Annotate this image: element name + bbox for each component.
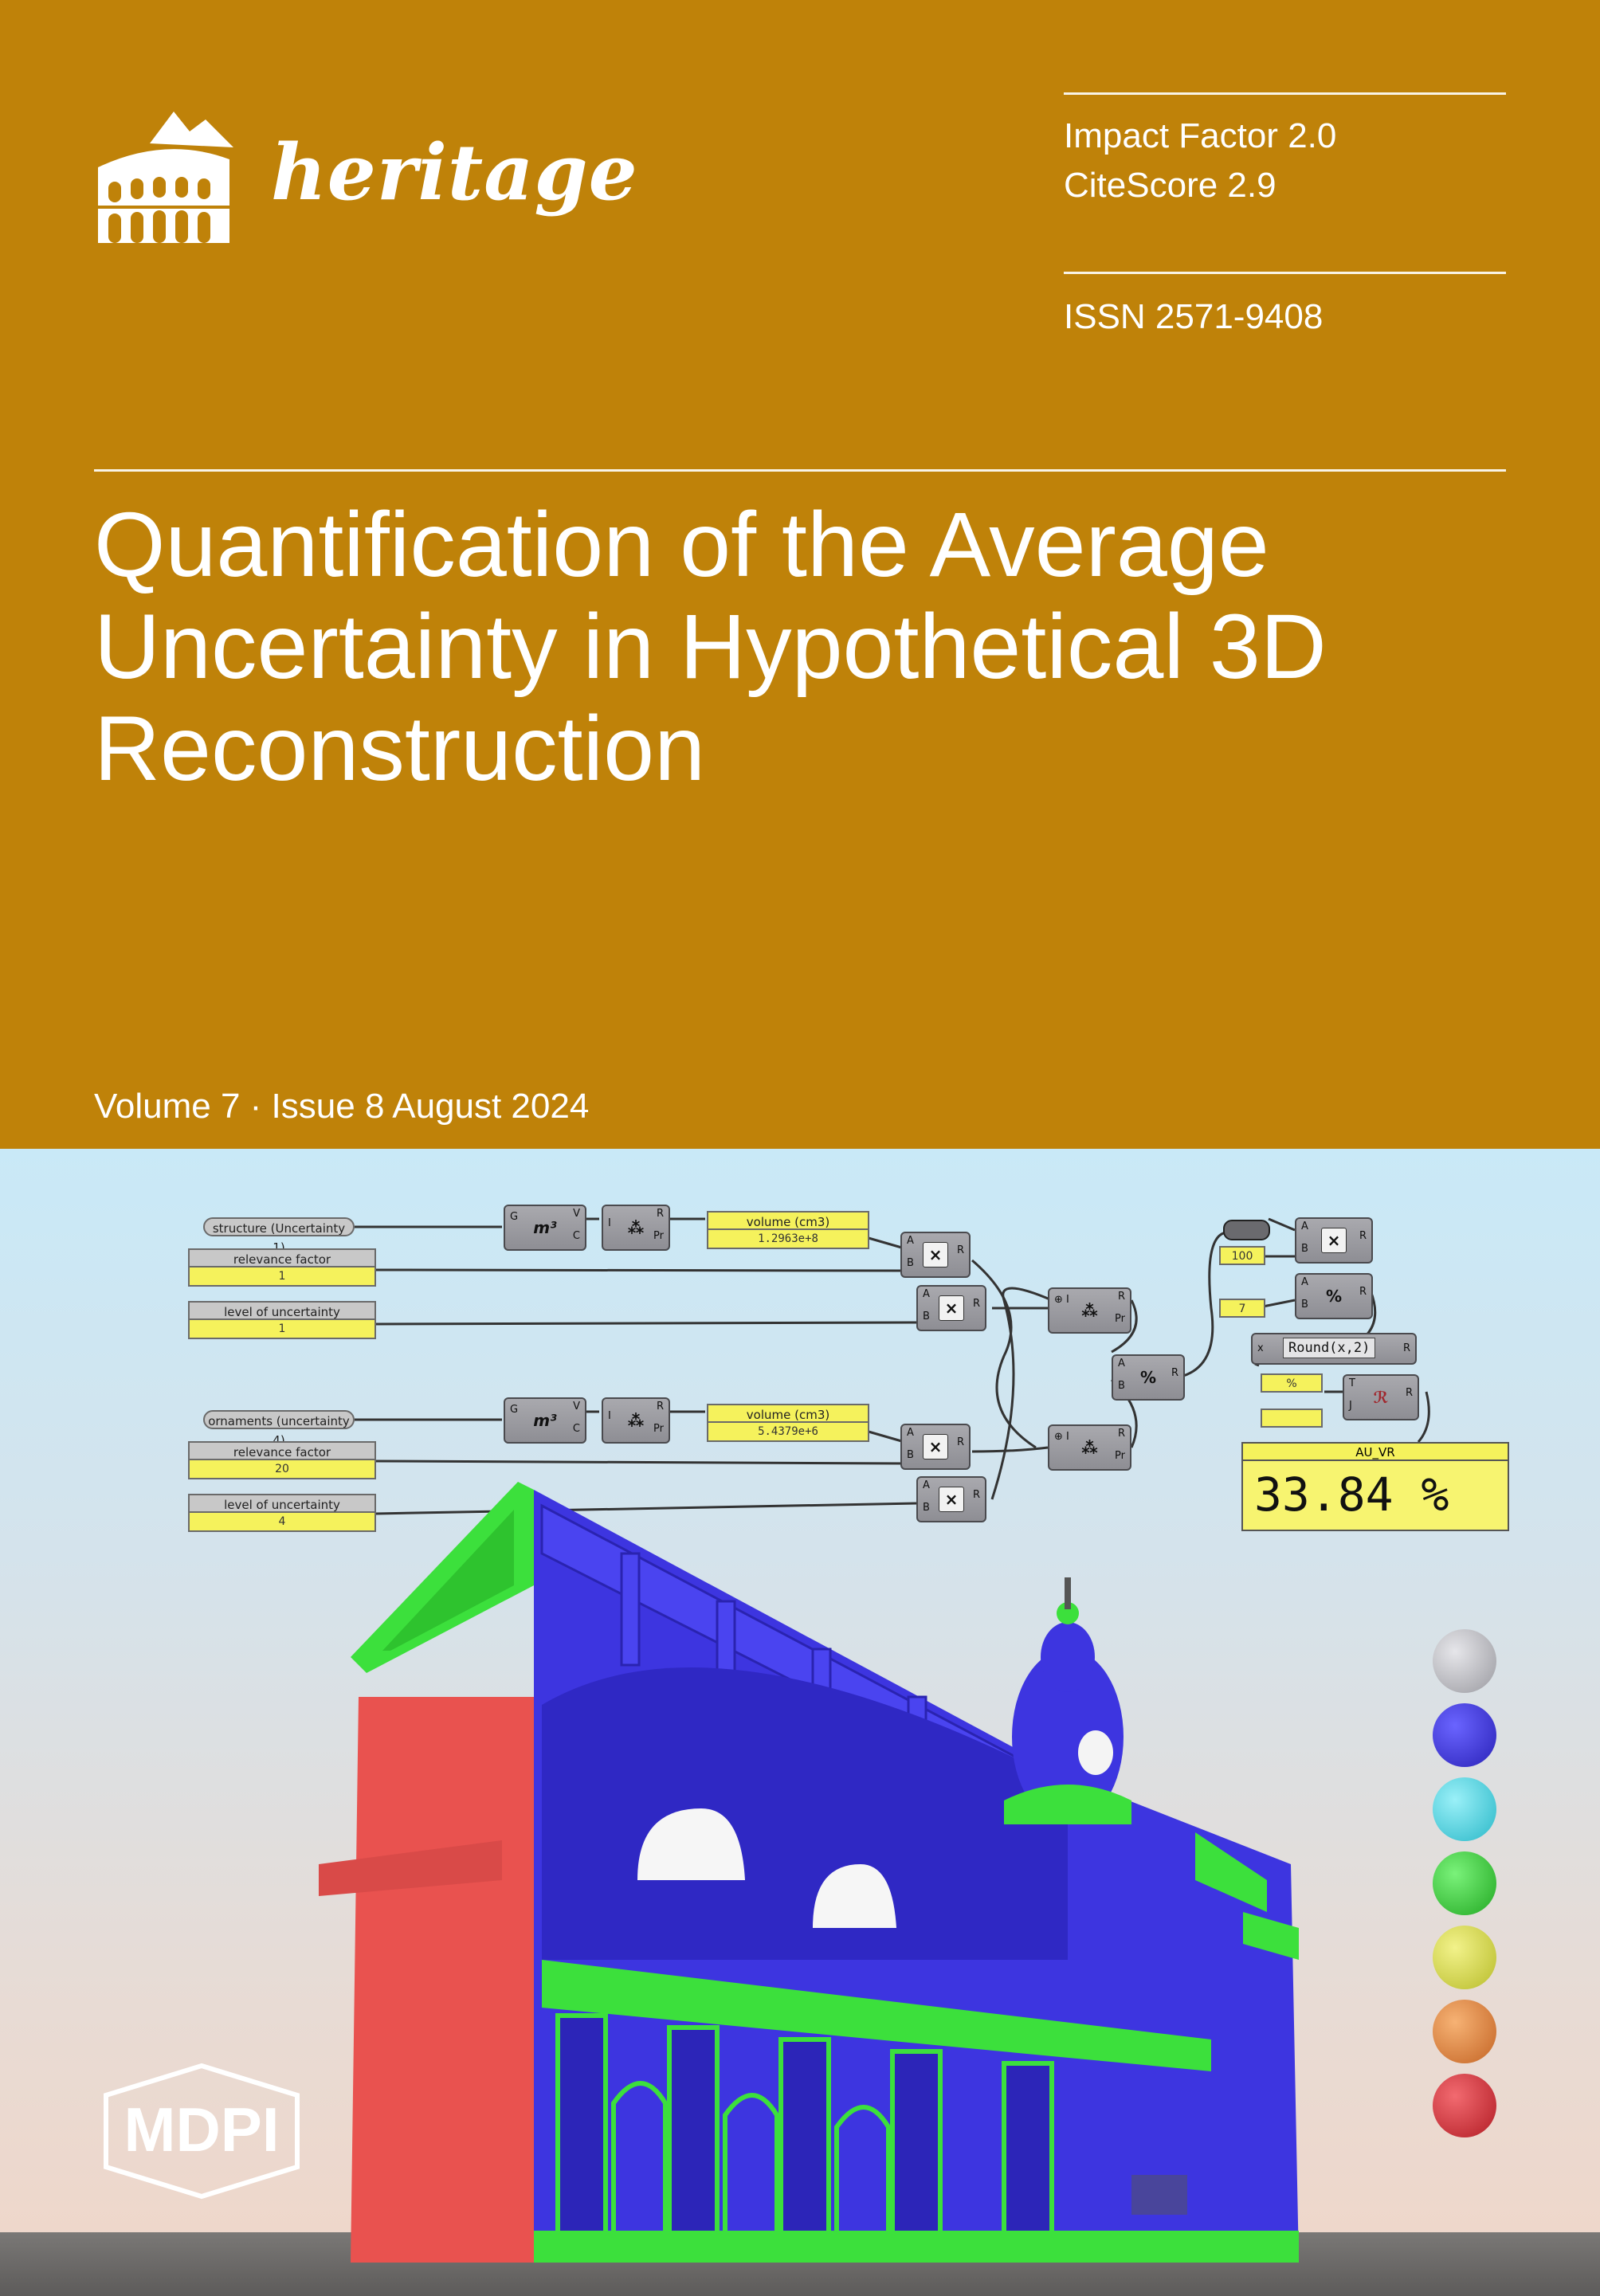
expression-text: Round(x,2) — [1283, 1338, 1376, 1358]
node-graph-wires — [355, 1217, 1430, 1515]
multiply-icon: × — [923, 1242, 948, 1268]
division-component[interactable]: A B% R — [1295, 1273, 1373, 1319]
relevance-factor-panel-label: relevance factor — [188, 1441, 376, 1460]
article-title-line: Reconstruction — [94, 698, 706, 800]
multiply-icon: × — [939, 1487, 964, 1512]
result-value: 33.84 % — [1241, 1461, 1509, 1531]
legend-sphere-red — [1433, 2074, 1496, 2137]
divider — [1064, 92, 1506, 95]
m3-icon: m³ — [533, 1411, 557, 1430]
concat-icon: ℛ — [1373, 1388, 1389, 1407]
divider — [1064, 272, 1506, 274]
cover-header-band — [0, 0, 1600, 1149]
multiply-icon: × — [1321, 1228, 1347, 1253]
issue-info: Volume 7 · Issue 8 August 2024 — [94, 1087, 590, 1126]
journal-name: heritage — [271, 127, 638, 217]
legend-sphere-blue — [1433, 1703, 1496, 1767]
church-3d-section-illustration — [319, 1482, 1299, 2263]
legend-sphere-green — [1433, 1851, 1496, 1915]
relevance-factor-value[interactable]: 1 — [188, 1268, 376, 1287]
divide-icon: % — [1139, 1368, 1157, 1387]
list-item-component[interactable]: I ⁂ R Pr — [602, 1205, 670, 1251]
result-label: AU_VR — [1241, 1442, 1509, 1461]
volume-panel-label: volume (cm3) — [707, 1211, 869, 1230]
relevance-factor-panel-label: relevance factor — [188, 1248, 376, 1268]
percent-panel[interactable]: % — [1261, 1373, 1323, 1393]
volume-panel-label: volume (cm3) — [707, 1404, 869, 1423]
m3-icon: m³ — [533, 1218, 557, 1237]
constant-100[interactable]: 100 — [1219, 1246, 1265, 1265]
volume-value[interactable]: 1.2963e+8 — [707, 1230, 869, 1249]
heritage-colosseum-logo — [98, 112, 233, 243]
legend-sphere-cyan — [1433, 1777, 1496, 1841]
multiply-component[interactable]: A B × R — [916, 1285, 986, 1331]
citescore: CiteScore 2.9 — [1064, 166, 1276, 205]
toggle-switch[interactable] — [1223, 1220, 1270, 1240]
structure-input-param[interactable]: structure (Uncertainty 1) — [203, 1217, 355, 1255]
mdpi-wordmark: MDPI — [124, 2094, 280, 2165]
list-item-component[interactable]: I ⁂ R Pr — [602, 1397, 670, 1444]
grid-icon: ⁂ — [1081, 1301, 1098, 1320]
expression-component[interactable]: x Round(x,2) R — [1251, 1333, 1417, 1365]
legend-sphere-orange — [1433, 2000, 1496, 2063]
multiply-component[interactable]: A B × R — [916, 1476, 986, 1522]
ornaments-input-param[interactable]: ornaments (uncertainty 4) — [203, 1410, 355, 1448]
multiply-icon: × — [923, 1434, 948, 1459]
article-title-line: Uncertainty in Hypothetical 3D — [94, 596, 1327, 698]
division-component[interactable]: A B% R — [1112, 1354, 1185, 1401]
mdpi-logo: MDPI — [104, 2063, 300, 2200]
relevance-factor-value[interactable]: 20 — [188, 1460, 376, 1479]
level-of-uncertainty-panel-label: level of uncertainty — [188, 1301, 376, 1320]
grid-icon: ⁂ — [627, 1218, 645, 1237]
mass-addition-component[interactable]: ⊕ I ⁂ R Pr — [1048, 1424, 1131, 1471]
multiply-component[interactable]: A B × R — [1295, 1217, 1373, 1264]
level-of-uncertainty-value[interactable]: 4 — [188, 1513, 376, 1532]
volume-value[interactable]: 5.4379e+6 — [707, 1423, 869, 1442]
constant-7[interactable]: 7 — [1219, 1299, 1265, 1318]
grid-icon: ⁂ — [627, 1411, 645, 1430]
level-of-uncertainty-value[interactable]: 1 — [188, 1320, 376, 1339]
multiply-component[interactable]: A B × R — [900, 1232, 971, 1278]
multiply-icon: × — [939, 1295, 964, 1321]
multiply-component[interactable]: A B × R — [900, 1424, 971, 1470]
issn: ISSN 2571-9408 — [1064, 297, 1324, 336]
legend-sphere-grey — [1433, 1629, 1496, 1693]
mass-addition-component[interactable]: ⊕ I ⁂ R Pr — [1048, 1287, 1131, 1334]
article-title-line: Quantification of the Average — [94, 494, 1269, 596]
result-panel[interactable]: AU_VR 33.84 % — [1241, 1442, 1509, 1531]
grid-icon: ⁂ — [1081, 1438, 1098, 1457]
divide-icon: % — [1325, 1287, 1343, 1306]
legend-sphere-yellow — [1433, 1926, 1496, 1989]
article-title: Quantification of the Average Uncertaint… — [94, 494, 1544, 800]
divider — [94, 469, 1506, 472]
impact-factor: Impact Factor 2.0 — [1064, 116, 1337, 155]
empty-panel[interactable] — [1261, 1409, 1323, 1428]
level-of-uncertainty-panel-label: level of uncertainty — [188, 1494, 376, 1513]
